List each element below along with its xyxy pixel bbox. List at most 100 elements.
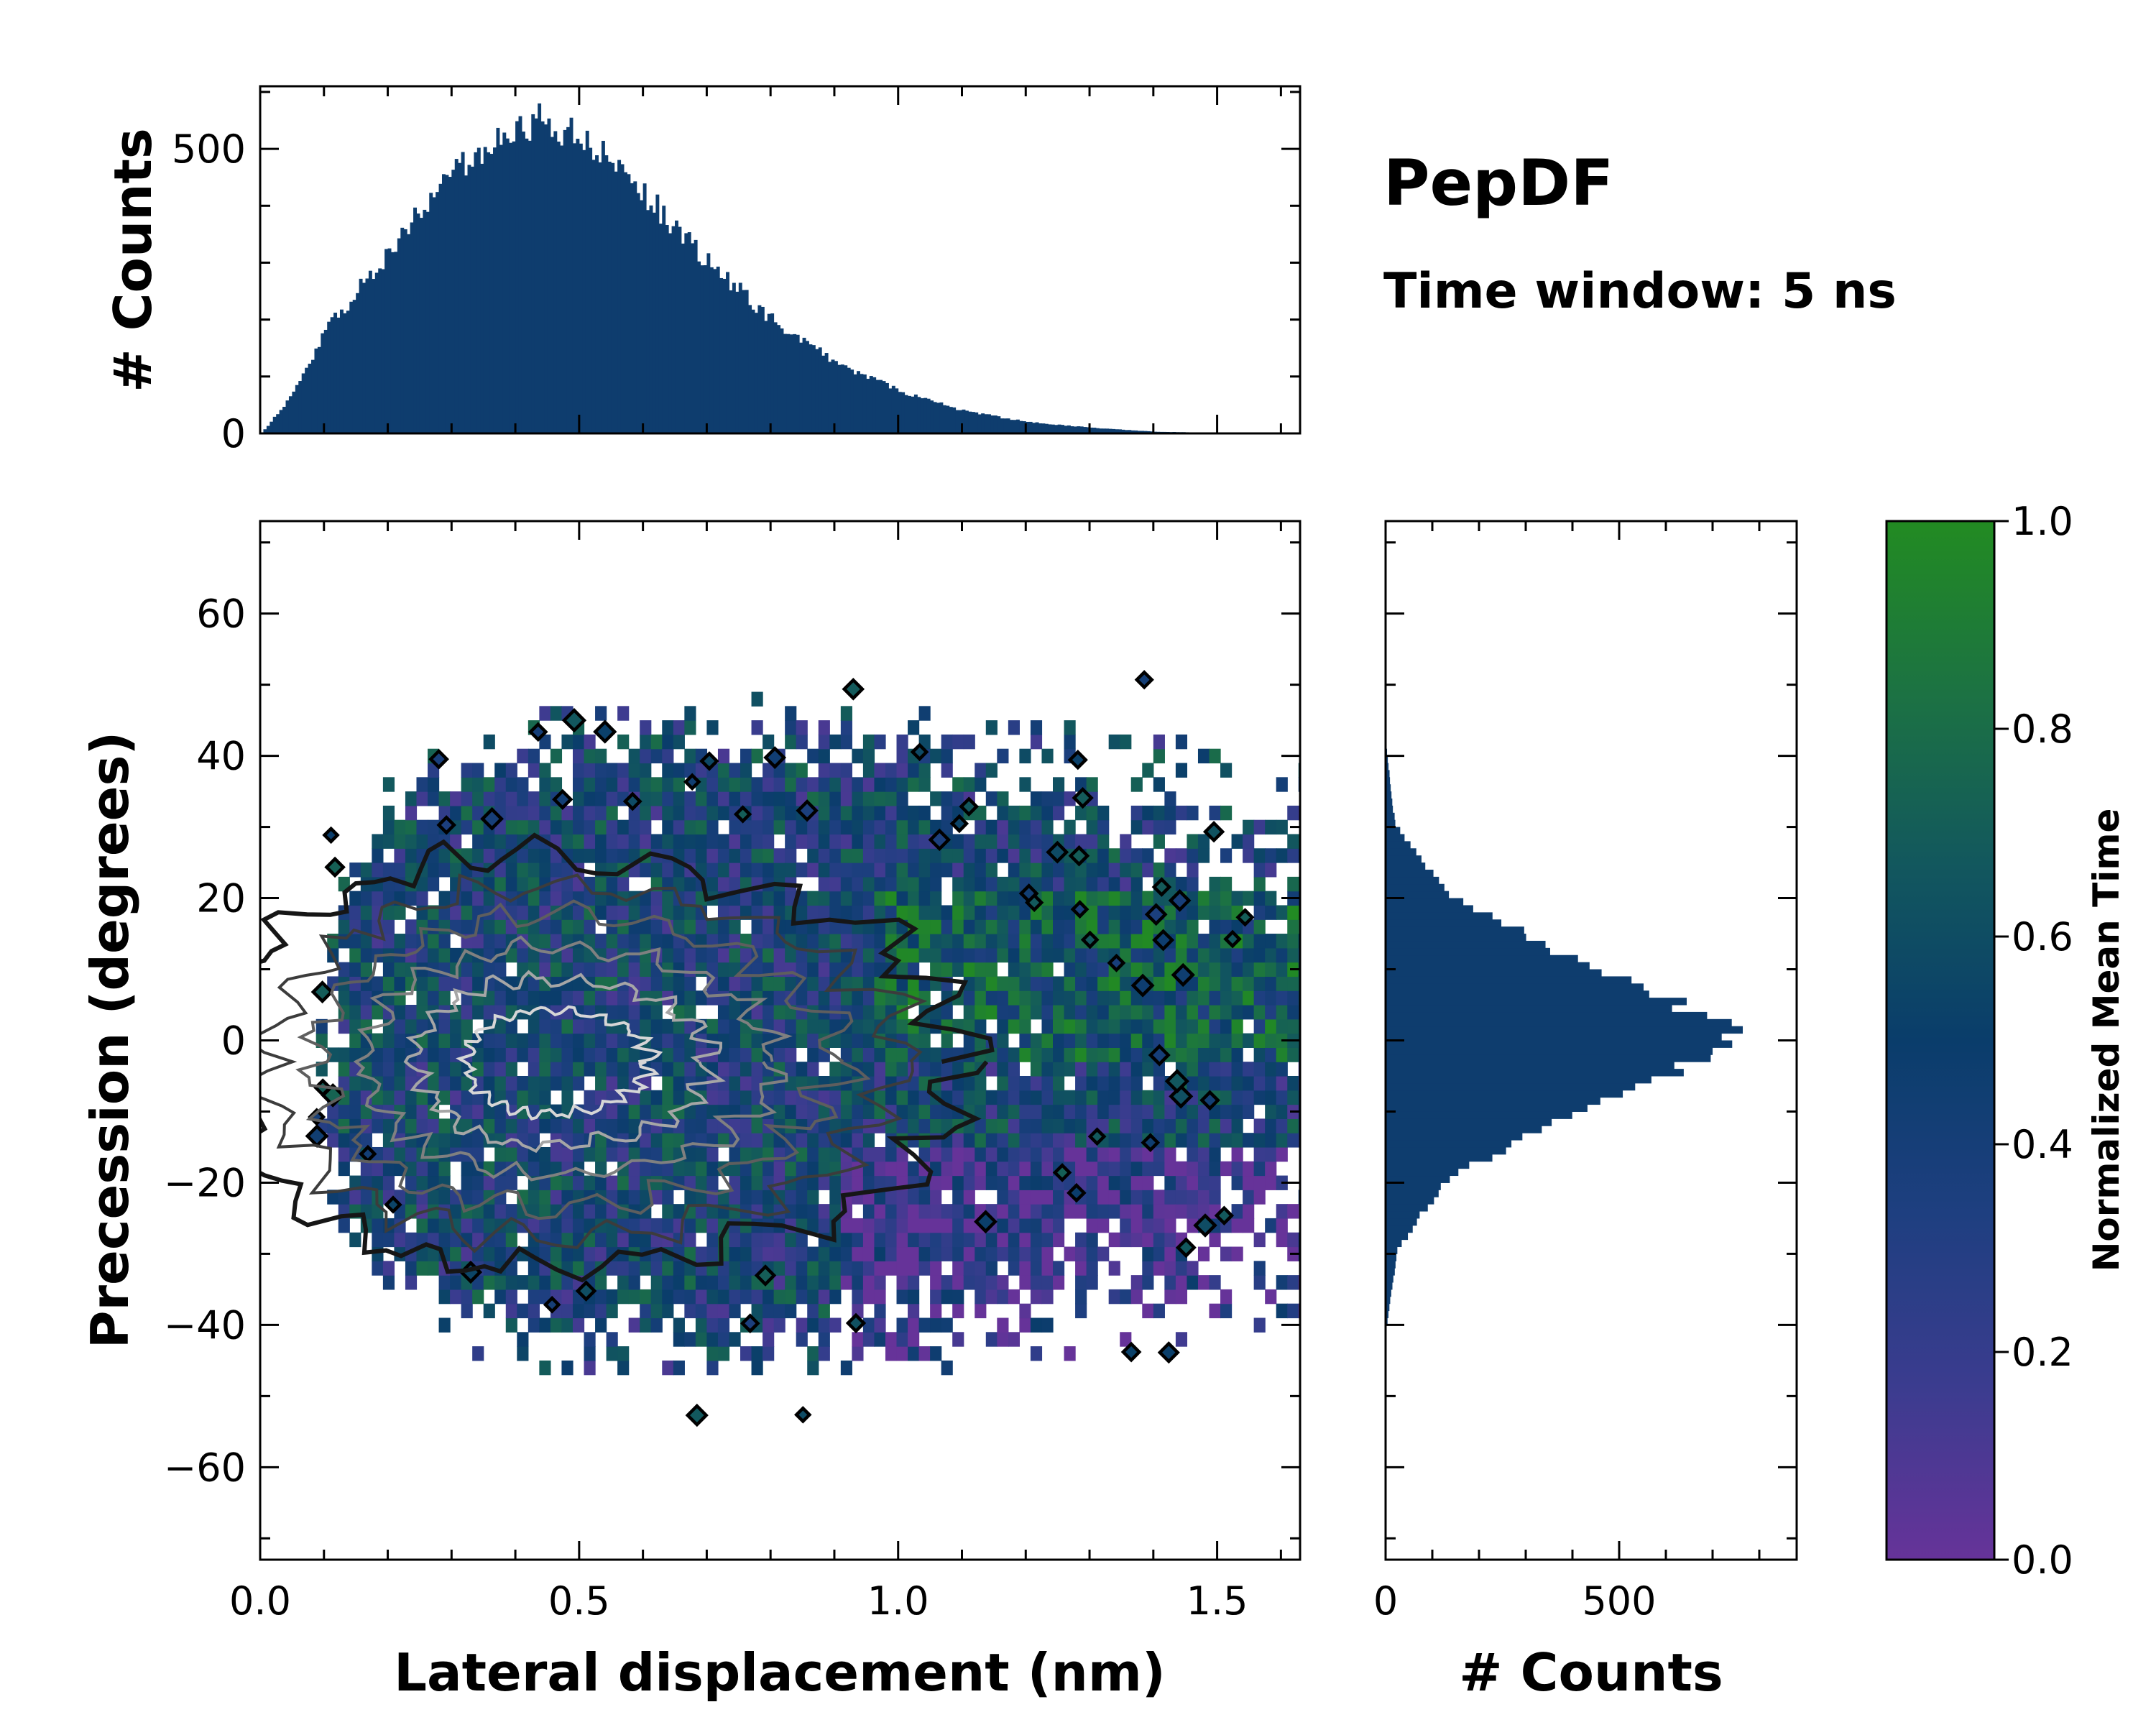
heatmap-cell: [1287, 1303, 1299, 1319]
heatmap-cell: [1019, 1047, 1031, 1062]
density-contour-line: [456, 1005, 663, 1121]
heatmap-cell: [829, 777, 842, 792]
top-histogram-bar: [525, 138, 529, 433]
heatmap-cell: [729, 1275, 741, 1290]
heatmap-cell: [382, 934, 395, 949]
heatmap-cell: [595, 1118, 607, 1133]
heatmap-cell: [1265, 862, 1277, 878]
right-histogram-bar: [1386, 1069, 1684, 1077]
heatmap-cell: [818, 1332, 830, 1347]
heatmap-cell: [517, 819, 529, 835]
heatmap-cell: [584, 748, 596, 764]
heatmap-cell: [606, 990, 618, 1006]
heatmap-cell: [717, 862, 730, 878]
heatmap-cell: [338, 1161, 350, 1177]
heatmap-cell: [740, 834, 752, 849]
heatmap-cell: [1197, 1146, 1210, 1162]
isolated-contour-marker: [1164, 1069, 1189, 1094]
heatmap-cell: [1086, 1062, 1098, 1077]
heatmap-cell: [852, 1005, 864, 1020]
heatmap-cell: [1075, 1232, 1087, 1248]
right-histogram-bar: [1386, 1239, 1402, 1248]
heatmap-cell: [461, 1289, 473, 1305]
heatmap-cell: [773, 1303, 786, 1319]
heatmap-cell: [528, 748, 540, 764]
heatmap-cell: [1108, 1289, 1120, 1305]
heatmap-cell: [517, 1275, 529, 1290]
heatmap-cell: [1086, 1204, 1098, 1219]
heatmap-cell: [673, 1062, 685, 1077]
isolated-contour-marker: [949, 814, 969, 834]
heatmap-cell: [561, 819, 573, 835]
heatmap-cell: [818, 819, 830, 835]
heatmap-cell: [1130, 819, 1143, 835]
heatmap-cell: [706, 947, 719, 963]
isolated-contour-marker: [1223, 929, 1242, 949]
heatmap-cell: [1197, 1062, 1210, 1077]
heatmap-cell: [807, 934, 819, 949]
heatmap-cell: [1209, 1146, 1221, 1162]
heatmap-cell: [1276, 1047, 1288, 1062]
heatmap-cell: [740, 848, 752, 863]
right-histogram-bar: [1386, 819, 1396, 828]
heatmap-cell: [930, 962, 942, 978]
heatmap-cell: [416, 947, 428, 963]
isolated-contour-marker: [322, 826, 340, 845]
right-histogram-bar: [1386, 755, 1388, 764]
heatmap-cell: [729, 876, 741, 892]
heatmap-cell: [785, 819, 797, 835]
heatmap-cell: [550, 1246, 563, 1261]
heatmap-cell: [1142, 1175, 1154, 1190]
heatmap-cell: [785, 976, 797, 991]
heatmap-cell: [382, 862, 395, 878]
isolated-contour-marker: [543, 1295, 561, 1314]
heatmap-cell: [885, 1204, 898, 1219]
heatmap-cell: [494, 777, 507, 792]
heatmap-cell: [862, 1261, 875, 1276]
heatmap-cell: [908, 1161, 920, 1177]
heatmap-cell: [997, 848, 1009, 863]
isolated-contour-marker: [1141, 1133, 1161, 1152]
heatmap-cell: [729, 848, 741, 863]
isolated-contour-marker: [310, 980, 334, 1004]
heatmap-cell: [1187, 1018, 1199, 1034]
heatmap-cell: [1030, 805, 1043, 821]
heatmap-cell: [673, 834, 685, 849]
heatmap-cell: [706, 1317, 719, 1333]
heatmap-cell: [1097, 990, 1110, 1006]
heatmap-cell: [852, 791, 864, 806]
top-histogram-bar: [652, 212, 656, 433]
top-histogram-bar: [579, 143, 583, 434]
heatmap-cell: [550, 1175, 563, 1190]
heatmap-cell: [840, 1232, 852, 1248]
heatmap-cell: [1064, 1246, 1076, 1261]
heatmap-cell: [338, 1047, 350, 1062]
heatmap-cell: [1008, 1204, 1020, 1219]
top-histogram-bar: [1102, 428, 1106, 433]
heatmap-cell: [684, 919, 696, 934]
heatmap-cell: [327, 1104, 339, 1119]
heatmap-cell: [1197, 905, 1210, 920]
heatmap-cell: [1197, 1190, 1210, 1205]
heatmap-cell: [1008, 819, 1020, 835]
heatmap-cell: [1064, 1018, 1076, 1034]
heatmap-cell: [1243, 934, 1255, 949]
isolated-contour-marker: [1070, 900, 1089, 919]
heatmap-cell: [416, 1062, 428, 1077]
heatmap-cell: [1030, 1232, 1043, 1248]
heatmap-cell: [785, 1232, 797, 1248]
heatmap-cell: [840, 706, 852, 721]
heatmap-cell: [1209, 976, 1221, 991]
heatmap-cell: [617, 919, 630, 934]
heatmap-cell: [360, 1161, 372, 1177]
heatmap-cell: [606, 1332, 618, 1347]
right-histogram-bar: [1386, 1254, 1397, 1261]
heatmap-cell: [1019, 976, 1031, 991]
heatmap-cell: [1253, 1275, 1266, 1290]
heatmap-cell: [572, 819, 585, 835]
heatmap-cell: [584, 1332, 596, 1347]
heatmap-cell: [505, 819, 517, 835]
heatmap-cell: [930, 1175, 942, 1190]
heatmap-cell: [517, 947, 529, 963]
heatmap-cell: [1097, 1175, 1110, 1190]
